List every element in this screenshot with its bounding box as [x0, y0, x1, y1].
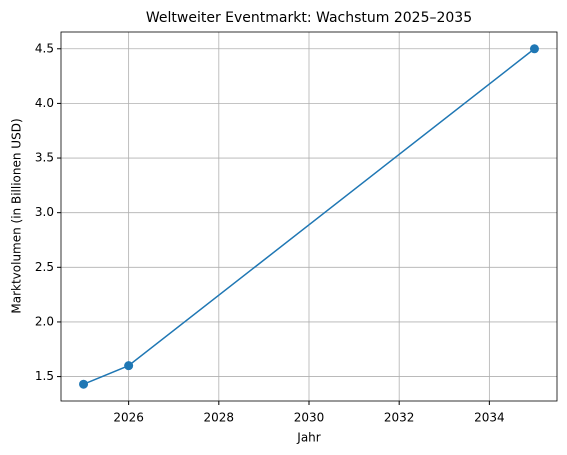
x-axis-label: Jahr	[296, 431, 320, 445]
y-tick-label: 4.5	[35, 41, 54, 55]
chart-title: Weltweiter Eventmarkt: Wachstum 2025–203…	[146, 10, 472, 26]
y-tick-label: 4.0	[35, 96, 54, 110]
x-tick-label: 2032	[384, 411, 415, 425]
x-tick-label: 2028	[204, 411, 235, 425]
y-tick-label: 1.5	[35, 369, 54, 383]
y-tick-label: 3.5	[35, 151, 54, 165]
y-tick-label: 2.0	[35, 314, 54, 328]
x-tick-label: 2030	[294, 411, 325, 425]
plot-frame	[60, 31, 558, 402]
y-tick-label: 2.5	[35, 260, 54, 274]
marker	[124, 361, 134, 371]
marker	[79, 379, 89, 389]
x-tick-label: 2026	[113, 411, 144, 425]
marker	[529, 44, 539, 54]
y-tick-label: 3.0	[35, 205, 54, 219]
y-axis-label: Marktvolumen (in Billionen USD)	[10, 118, 24, 313]
x-tick-label: 2034	[474, 411, 505, 425]
